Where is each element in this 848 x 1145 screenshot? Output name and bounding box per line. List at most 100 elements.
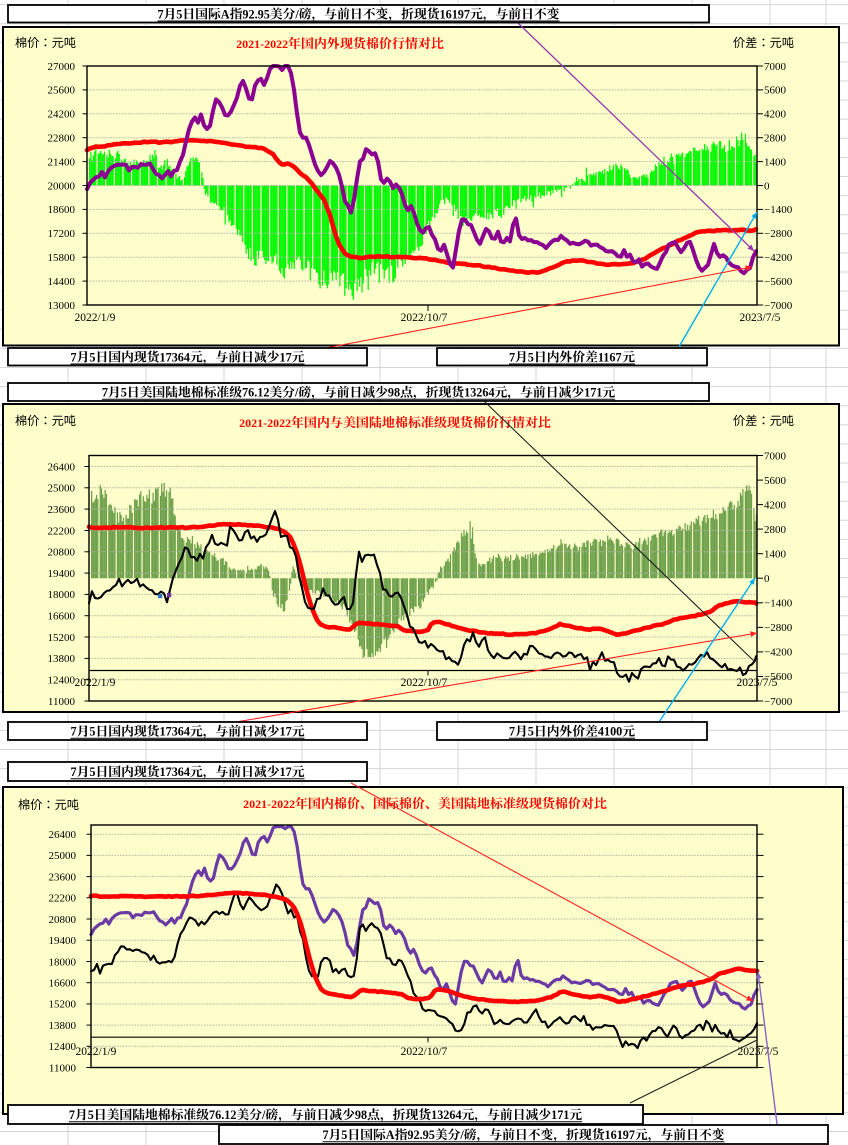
svg-text:/: / [261, 1108, 266, 1122]
svg-text:2022/1/9: 2022/1/9 [75, 312, 116, 324]
svg-text:15200: 15200 [49, 999, 77, 1011]
svg-text:92.95: 92.95 [242, 7, 269, 21]
svg-text:12400: 12400 [48, 675, 76, 687]
svg-text:7: 7 [71, 765, 77, 779]
svg-text:13264: 13264 [431, 1108, 461, 1122]
svg-text:22200: 22200 [49, 893, 77, 905]
svg-text:11000: 11000 [48, 696, 76, 708]
svg-text:1400: 1400 [764, 156, 787, 168]
svg-text:/: / [294, 7, 299, 21]
svg-text:0: 0 [764, 180, 770, 192]
svg-text:5: 5 [89, 765, 95, 779]
svg-text:17: 17 [280, 765, 292, 779]
svg-text:7000: 7000 [764, 61, 787, 73]
svg-text:2022/10/7: 2022/10/7 [401, 1046, 448, 1058]
svg-text:18600: 18600 [48, 204, 76, 216]
svg-text:−5600: −5600 [764, 671, 793, 683]
svg-text:−5600: −5600 [764, 276, 793, 288]
svg-text:19400: 19400 [48, 568, 76, 580]
svg-text:7: 7 [509, 350, 515, 364]
svg-text:−1400: −1400 [764, 598, 793, 610]
svg-text:1400: 1400 [764, 549, 787, 561]
svg-text:5600: 5600 [764, 85, 787, 97]
svg-text:25600: 25600 [48, 85, 76, 97]
svg-text:7: 7 [71, 350, 77, 364]
svg-text:25000: 25000 [49, 850, 77, 862]
svg-text:5: 5 [528, 725, 534, 739]
svg-text:4200: 4200 [764, 109, 787, 121]
svg-text:16197: 16197 [440, 7, 470, 21]
svg-text:26400: 26400 [48, 461, 76, 473]
svg-text:2023/7/5: 2023/7/5 [740, 312, 781, 324]
svg-text:24200: 24200 [48, 109, 76, 121]
svg-text:19400: 19400 [49, 935, 77, 947]
svg-text:76.12: 76.12 [209, 1108, 236, 1122]
svg-text:7000: 7000 [764, 450, 787, 462]
svg-text:2800: 2800 [764, 524, 787, 536]
svg-text:22200: 22200 [48, 525, 76, 537]
svg-text:4100: 4100 [598, 725, 622, 739]
svg-text:4200: 4200 [764, 499, 787, 511]
svg-text:5: 5 [89, 350, 95, 364]
svg-text:5600: 5600 [764, 475, 787, 487]
svg-text:17200: 17200 [48, 228, 76, 240]
svg-text:13800: 13800 [48, 653, 76, 665]
svg-text:17364: 17364 [160, 765, 190, 779]
svg-text:5: 5 [121, 386, 127, 400]
svg-text:17364: 17364 [160, 350, 190, 364]
svg-text:13264: 13264 [464, 386, 494, 400]
svg-text:7: 7 [69, 1108, 75, 1122]
svg-text:20800: 20800 [49, 914, 77, 926]
svg-text:5: 5 [341, 1128, 347, 1142]
svg-text:2021-2022: 2021-2022 [243, 797, 295, 811]
svg-text:25000: 25000 [48, 483, 76, 495]
svg-text:26400: 26400 [49, 829, 77, 841]
svg-text:0: 0 [764, 573, 770, 585]
svg-text:7: 7 [158, 7, 164, 21]
svg-text:92.95: 92.95 [407, 1128, 434, 1142]
svg-text:22800: 22800 [48, 133, 76, 145]
svg-text:1167: 1167 [598, 350, 622, 364]
svg-text:23600: 23600 [49, 871, 77, 883]
svg-text:5: 5 [176, 7, 182, 21]
svg-text:16600: 16600 [49, 978, 77, 990]
svg-text:12400: 12400 [49, 1041, 77, 1053]
svg-text:2021-2022: 2021-2022 [236, 37, 288, 51]
svg-text:13000: 13000 [48, 300, 76, 312]
svg-text:−4200: −4200 [764, 252, 793, 264]
svg-text:−7000: −7000 [764, 696, 793, 708]
svg-text:7: 7 [509, 725, 515, 739]
svg-text:2022/1/9: 2022/1/9 [75, 677, 116, 689]
svg-text:15800: 15800 [48, 252, 76, 264]
svg-text:−1400: −1400 [764, 204, 793, 216]
svg-text:16197: 16197 [605, 1128, 635, 1142]
svg-text:18000: 18000 [48, 589, 76, 601]
svg-text:20800: 20800 [48, 547, 76, 559]
svg-text:11000: 11000 [49, 1062, 77, 1074]
svg-text:7: 7 [71, 725, 77, 739]
svg-text:2021-2022: 2021-2022 [239, 416, 291, 430]
svg-text:−4200: −4200 [764, 647, 793, 659]
svg-text:98: 98 [388, 386, 400, 400]
svg-text:14400: 14400 [48, 276, 76, 288]
svg-text:2022/10/7: 2022/10/7 [401, 677, 448, 689]
svg-text:/: / [459, 1128, 464, 1142]
svg-text:23600: 23600 [48, 504, 76, 516]
svg-text:27000: 27000 [48, 61, 76, 73]
svg-text:5: 5 [89, 725, 95, 739]
svg-text:17: 17 [280, 725, 292, 739]
svg-text:20000: 20000 [48, 180, 76, 192]
svg-text:2022/10/7: 2022/10/7 [401, 312, 448, 324]
svg-text:15200: 15200 [48, 632, 76, 644]
svg-text:5: 5 [528, 350, 534, 364]
svg-text:16600: 16600 [48, 611, 76, 623]
svg-text:171: 171 [551, 1108, 569, 1122]
svg-text:13800: 13800 [49, 1020, 77, 1032]
svg-text:171: 171 [584, 386, 602, 400]
svg-text:/: / [294, 386, 299, 400]
svg-text:17: 17 [280, 350, 292, 364]
svg-text:A: A [221, 7, 230, 21]
svg-text:98: 98 [355, 1108, 367, 1122]
svg-text:2023/7/5: 2023/7/5 [738, 1046, 779, 1058]
svg-text:76.12: 76.12 [242, 386, 269, 400]
